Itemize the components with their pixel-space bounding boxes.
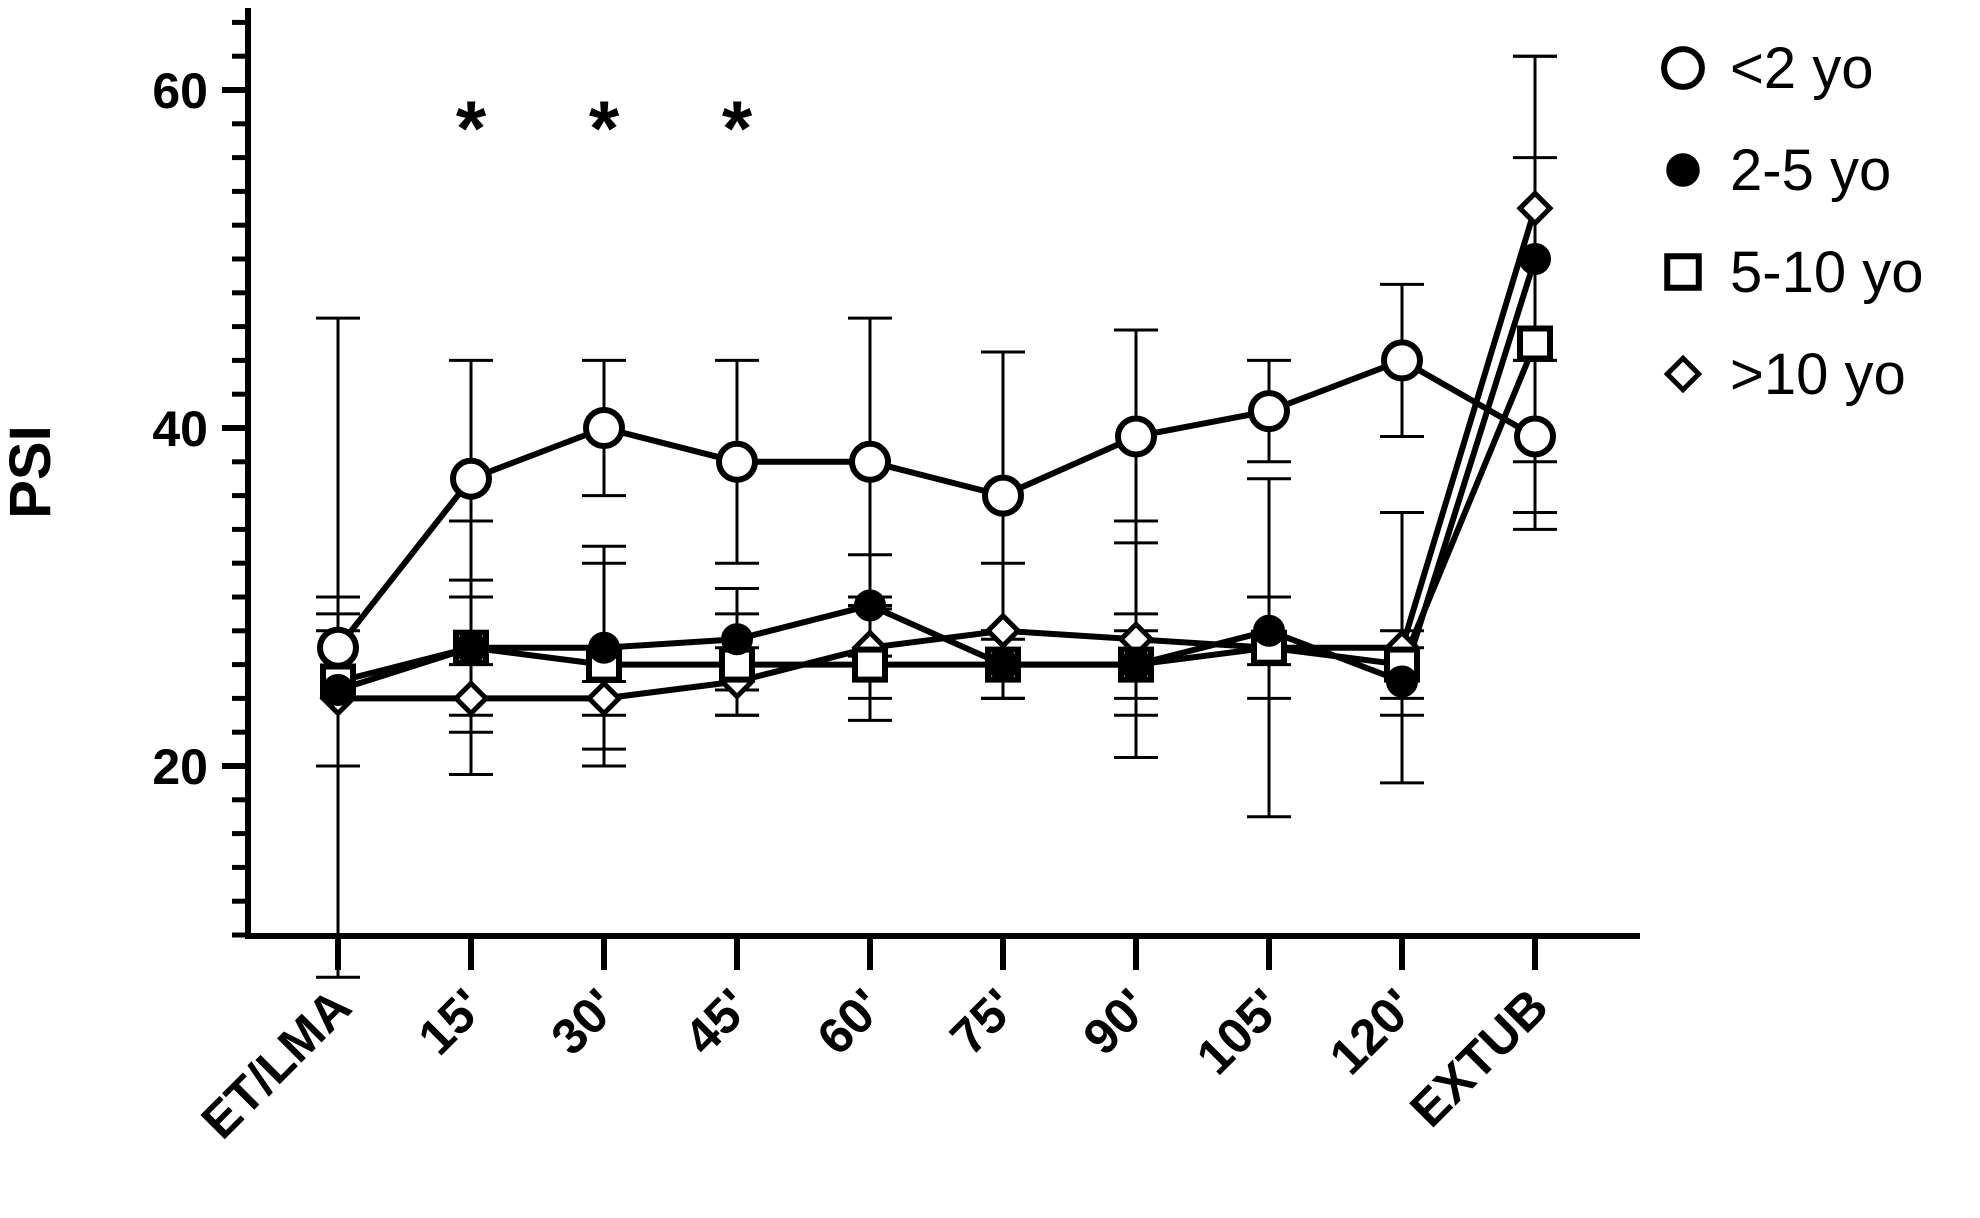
x-tick-label: 105' [1186, 978, 1293, 1085]
marker-open-diamond [585, 679, 623, 717]
marker-open-square [1664, 253, 1702, 291]
x-tick-label: EXTUB [1399, 978, 1558, 1137]
marker-open-circle [1248, 390, 1290, 433]
marker-open-square [852, 646, 888, 683]
series-lines [335, 207, 1538, 702]
marker-filled-circle [322, 673, 354, 706]
significance-marker: * [722, 84, 753, 172]
series-line [335, 357, 1537, 650]
y-axis-label: PSI [0, 425, 63, 519]
legend-label: 5-10 yo [1730, 240, 1923, 305]
annotations: * * * [456, 84, 753, 172]
marker-filled-circle [987, 648, 1019, 681]
axes: 20 40 60 PSI ET/LMA 15' 30' 45' 60' 75' 90' 105' 120… [0, 8, 1640, 1149]
marker-open-circle [849, 440, 891, 483]
marker-filled-circle [588, 631, 620, 664]
y-tick-label: 40 [152, 401, 208, 457]
x-tick-label: 90' [1072, 978, 1159, 1065]
marker-open-diamond [1663, 354, 1703, 394]
marker-filled-circle [854, 589, 886, 622]
series-line [338, 207, 1538, 702]
marker-open-diamond [452, 679, 490, 717]
marker-open-diamond [984, 612, 1022, 650]
x-tick-label: 120' [1319, 978, 1426, 1085]
marker-open-diamond [1516, 189, 1554, 227]
series-line [337, 342, 1538, 685]
marker-open-circle [583, 407, 625, 449]
marker-filled-circle [1666, 153, 1700, 187]
significance-marker: * [456, 84, 487, 172]
series-markers [317, 189, 1556, 717]
y-tick-label: 60 [152, 63, 208, 119]
y-tick-label: 20 [152, 739, 208, 795]
marker-filled-circle [1386, 665, 1418, 698]
marker-open-circle [982, 474, 1024, 517]
x-tick-label: 75' [939, 978, 1026, 1065]
marker-open-circle [317, 626, 359, 669]
legend-label: <2 yo [1730, 36, 1874, 101]
series-line [337, 258, 1538, 693]
marker-filled-circle [1253, 614, 1285, 647]
legend-label: 2-5 yo [1730, 138, 1891, 203]
marker-open-circle [1115, 415, 1157, 458]
marker-open-square [1517, 325, 1553, 362]
marker-filled-circle [721, 623, 753, 656]
error-bars [316, 54, 1557, 979]
x-tick-label: 30' [540, 978, 627, 1065]
significance-marker: * [589, 84, 620, 172]
marker-filled-circle [455, 631, 487, 664]
marker-open-circle [716, 440, 758, 483]
legend: <2 yo 2-5 yo 5-10 yo >10 yo [1661, 36, 1923, 407]
x-tick-label: 15' [407, 978, 494, 1065]
marker-filled-circle [1120, 648, 1152, 681]
marker-open-circle [1381, 339, 1423, 382]
marker-open-circle [450, 457, 492, 500]
x-tick-label: 45' [673, 978, 760, 1065]
marker-open-circle [1661, 46, 1705, 90]
x-tick-label: 60' [806, 978, 893, 1065]
x-tick-label: ET/LMA [191, 978, 362, 1149]
legend-label: >10 yo [1730, 342, 1906, 407]
marker-open-circle [1514, 415, 1556, 458]
marker-filled-circle [1519, 243, 1551, 275]
